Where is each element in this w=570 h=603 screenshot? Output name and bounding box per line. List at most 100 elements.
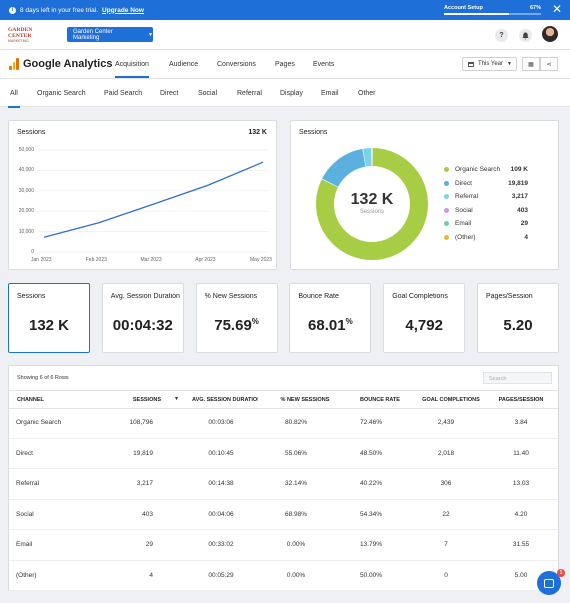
y-tick-label: 30,000 — [18, 187, 34, 194]
cell-bounce-rate: 72.46% — [359, 419, 383, 426]
cell-duration: 00:14:38 — [208, 480, 234, 487]
avatar[interactable] — [542, 26, 558, 42]
sessions-card-total: 132 K — [248, 129, 267, 136]
account-select[interactable]: Garden Center Marketing ▼ — [67, 27, 153, 42]
account-setup-bar — [444, 13, 541, 15]
tab-other[interactable]: Other — [358, 90, 376, 97]
cell-new-sessions: 32.14% — [284, 480, 308, 487]
app-header: GARDEN CENTER MARKETING Garden Center Ma… — [0, 20, 570, 50]
tab-pages[interactable]: Pages — [275, 61, 295, 68]
cell-goal-completions: 2,018 — [437, 449, 455, 457]
cell-new-sessions: 80.82% — [284, 419, 308, 426]
tab-social[interactable]: Social — [198, 90, 218, 97]
tab-display[interactable]: Display — [280, 90, 303, 97]
x-tick-label: Apr 2023 — [195, 257, 216, 263]
legend-item[interactable]: (Other) 4 — [444, 234, 528, 241]
table-row[interactable]: Social 403 00:04:06 68.98% 54.34% 22 4.20 — [9, 500, 558, 530]
sort-desc-icon[interactable]: ▼ — [174, 396, 179, 402]
header-channel[interactable]: Channel — [17, 397, 44, 403]
date-range-select[interactable]: This Year ▼ — [462, 57, 517, 71]
header-avg-session-duration[interactable]: Avg. Session Duration — [192, 397, 258, 403]
kpi-avg-session-duration[interactable]: Avg. Session Duration 00:04:32 — [101, 283, 184, 353]
tab-acquisition[interactable]: Acquisition — [115, 61, 149, 78]
kpi-goal-completions[interactable]: Goal Completions 4,792 — [383, 283, 466, 353]
share-button[interactable]: ⋖ — [540, 57, 558, 71]
kpi-sessions[interactable]: Sessions 132 K — [8, 283, 90, 353]
channel-table-card: Showing 6 of 6 Rows Search Channel Sessio… — [8, 365, 559, 591]
x-tick-label: May 2023 — [250, 257, 272, 263]
cell-sessions: 108,796 — [129, 419, 154, 426]
legend-label: (Other) — [455, 234, 476, 241]
sessions-series-line — [43, 161, 264, 238]
cell-pages-per-session: 31.55 — [512, 541, 530, 548]
account-select-label: Garden Center Marketing — [73, 28, 113, 41]
legend-item[interactable]: Direct 19,819 — [444, 180, 528, 187]
tab-paid-search[interactable]: Paid Search — [104, 90, 143, 97]
table-row[interactable]: Referral 3,217 00:14:38 32.14% 40.22% 306 13.0… — [9, 469, 558, 500]
cell-goal-completions: 22 — [442, 510, 450, 518]
table-row[interactable]: (Other) 4 00:05:29 0.00% 50.00% 0 5.00 — [9, 561, 558, 591]
y-tick-label: 40,000 — [18, 167, 34, 174]
kpi-number: 68.01 — [308, 317, 346, 334]
legend-item[interactable]: Referral 3,217 — [444, 193, 528, 200]
channel-name: (Other) — [16, 571, 37, 579]
donut-slice-direct[interactable] — [322, 148, 366, 187]
logo-bottom-text: MARKETING — [8, 39, 29, 43]
cell-bounce-rate: 13.79% — [359, 541, 383, 548]
upgrade-link[interactable]: Upgrade Now — [102, 6, 144, 14]
help-icon[interactable]: ? — [495, 29, 508, 42]
tab-all[interactable]: All — [8, 90, 20, 108]
kpi-number: 00:04:32 — [112, 317, 173, 334]
donut-slice-organic-search[interactable] — [316, 148, 428, 260]
channel-name: Social — [16, 510, 34, 518]
kpi-bounce-rate[interactable]: Bounce Rate 68.01% — [289, 283, 372, 353]
header-bounce-rate[interactable]: Bounce Rate — [360, 397, 400, 403]
cell-bounce-rate: 54.34% — [359, 510, 383, 518]
kpi-number: 132 K — [28, 317, 70, 334]
cell-sessions: 403 — [142, 510, 153, 518]
header-goal-completions[interactable]: Goal Completions — [422, 397, 480, 403]
cell-pages-per-session: 3.84 — [514, 419, 528, 426]
logo-top-text: GARDEN CENTER — [8, 27, 33, 39]
y-tick-label: 50,000 — [18, 147, 34, 153]
cell-pages-per-session: 5.00 — [514, 571, 528, 579]
legend-item[interactable]: Email 29 — [444, 220, 528, 227]
account-setup-progress[interactable]: Account Setup 67% — [444, 5, 541, 15]
sessions-card-title: Sessions — [17, 129, 46, 136]
donut-slice-referral[interactable] — [363, 148, 372, 167]
table-row[interactable]: Email 29 00:33:02 0.00% 13.79% 7 31.55 — [9, 530, 558, 561]
header-new-sessions[interactable]: % New Sessions — [280, 397, 330, 403]
rows-info: Showing 6 of 6 Rows — [17, 375, 69, 381]
kpi-value: 75.69% — [197, 317, 277, 334]
page-title: Google Analytics — [23, 58, 113, 70]
legend-item[interactable]: Social 403 — [444, 207, 528, 214]
tab-audience[interactable]: Audience — [169, 61, 199, 68]
legend-value: 3,217 — [511, 193, 528, 201]
table-row[interactable]: Organic Search 108,796 00:03:06 80.82% 72.46… — [9, 408, 558, 439]
tab-conversions[interactable]: Conversions — [217, 61, 256, 68]
tab-email[interactable]: Email — [321, 90, 339, 97]
kpi-label: Goal Completions — [392, 293, 448, 300]
company-logo[interactable]: GARDEN CENTER MARKETING — [8, 27, 48, 43]
kpi-pages-per-session[interactable]: Pages/Session 5.20 — [477, 283, 559, 353]
close-icon[interactable]: ✕ — [551, 2, 562, 16]
header-pages-per-session[interactable]: Pages/Session — [498, 397, 544, 403]
kpi-number: 5.20 — [503, 317, 533, 334]
tab-organic-search[interactable]: Organic Search — [37, 90, 86, 97]
cell-goal-completions: 2,439 — [437, 419, 455, 426]
tab-direct[interactable]: Direct — [160, 90, 179, 97]
table-search-input[interactable]: Search — [483, 372, 552, 384]
grid-view-button[interactable]: ▦ — [522, 57, 540, 71]
cell-duration: 00:03:06 — [208, 419, 234, 426]
cell-bounce-rate: 40.22% — [359, 480, 383, 487]
legend-item[interactable]: Organic Search 109 K — [444, 166, 528, 173]
bell-icon[interactable] — [519, 29, 532, 42]
kpi-new-sessions[interactable]: % New Sessions 75.69% — [195, 283, 278, 353]
table-row[interactable]: Direct 19,819 00:10:45 55.06% 48.50% 2,018 11.… — [9, 439, 558, 469]
header-sessions[interactable]: Sessions — [132, 397, 161, 403]
kpi-number: 4,792 — [405, 317, 443, 334]
cell-bounce-rate: 48.50% — [359, 449, 383, 457]
tab-referral[interactable]: Referral — [237, 90, 262, 97]
tab-events[interactable]: Events — [313, 61, 335, 68]
